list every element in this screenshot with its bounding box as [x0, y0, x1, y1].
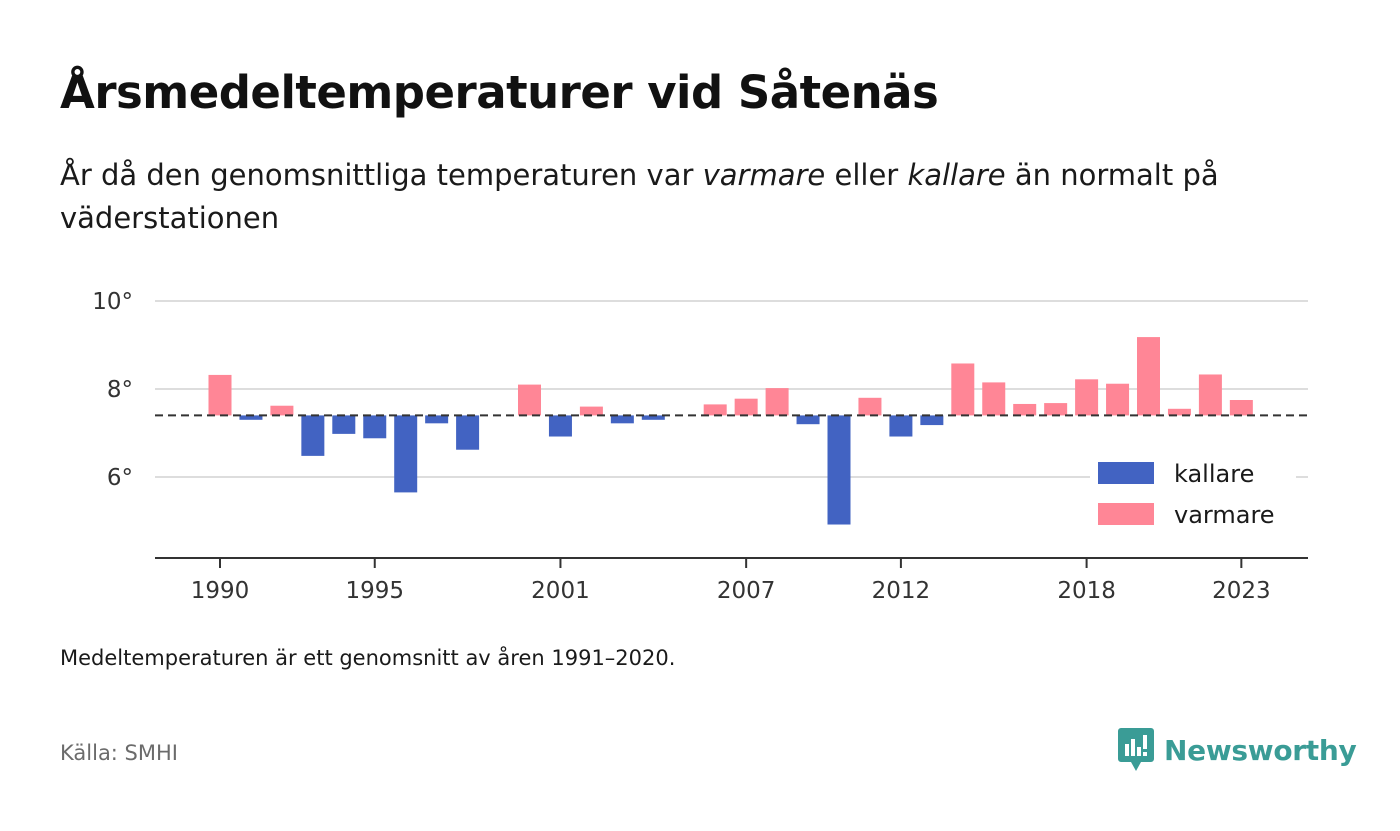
bar-2009: [796, 415, 820, 425]
bar-2003: [610, 415, 634, 424]
legend-label-cold: kallare: [1174, 460, 1254, 488]
temperature-bar-chart: 6° 8° 10° 1990 1995 2001 2007 2012 2018 2023 kalla…: [92, 289, 1308, 604]
x-tick-label-2007: 2007: [717, 578, 776, 604]
x-tick-label-2018: 2018: [1057, 578, 1116, 604]
bar-2000: [518, 384, 541, 416]
x-tick-label-1990: 1990: [191, 578, 250, 604]
footnote: Medeltemperaturen är ett genomsnitt av å…: [60, 646, 676, 670]
x-tick-label-2012: 2012: [872, 578, 931, 604]
bar-1994: [332, 415, 356, 434]
subtitle-text-3: än normalt på väderstationen: [60, 158, 1219, 235]
brand-name: Newsworthy: [1164, 733, 1357, 767]
legend-swatch-cold: [1098, 462, 1154, 484]
newsworthy-logo-icon: [1118, 728, 1154, 771]
bar-1997: [425, 415, 449, 424]
bar-2017: [1044, 403, 1068, 416]
subtitle-cold-word: kallare: [907, 158, 1006, 192]
bar-2013: [920, 415, 944, 426]
bar-2016: [1013, 403, 1037, 416]
bar-2008: [765, 388, 789, 416]
bar-2002: [579, 406, 603, 416]
bar-2014: [951, 363, 975, 416]
legend-swatch-warm: [1098, 503, 1154, 525]
bar-1990: [208, 374, 232, 416]
bar-1996: [394, 415, 418, 493]
x-tick-label-2001: 2001: [531, 578, 590, 604]
subtitle-text-1: År då den genomsnittliga temperaturen va…: [60, 158, 703, 192]
bar-2018: [1075, 379, 1099, 416]
x-tick-label-1995: 1995: [345, 578, 404, 604]
bar-2011: [858, 397, 882, 416]
x-tick-label-2023: 2023: [1212, 578, 1271, 604]
chart-title: Årsmedeltemperaturer vid Såtenäs: [60, 66, 939, 119]
bar-2023: [1229, 400, 1253, 416]
legend-label-warm: varmare: [1174, 501, 1275, 529]
bar-2012: [889, 415, 913, 437]
bar-2015: [982, 382, 1006, 416]
brand[interactable]: Newsworthy: [1118, 728, 1357, 772]
bar-2007: [734, 398, 758, 416]
y-tick-label-10: 10°: [92, 289, 133, 315]
bar-1992: [270, 405, 294, 416]
subtitle-warm-word: varmare: [702, 158, 826, 192]
bar-1995: [363, 415, 387, 439]
bar-2004: [641, 415, 665, 420]
bar-1993: [301, 415, 325, 456]
bar-2019: [1106, 383, 1130, 416]
y-tick-label-6: 6°: [107, 465, 133, 491]
bar-2010: [827, 415, 851, 525]
bar-2022: [1198, 374, 1222, 416]
chart-subtitle: År då den genomsnittliga temperaturen va…: [60, 154, 1350, 240]
source-label: Källa: SMHI: [60, 741, 178, 765]
bar-2021: [1167, 408, 1191, 416]
bar-2020: [1137, 337, 1160, 416]
y-tick-label-8: 8°: [107, 377, 133, 403]
bar-1998: [456, 415, 480, 450]
bar-1991: [239, 415, 263, 420]
subtitle-text-2: eller: [825, 158, 908, 192]
bar-2006: [703, 404, 727, 416]
bar-2001: [548, 415, 572, 437]
